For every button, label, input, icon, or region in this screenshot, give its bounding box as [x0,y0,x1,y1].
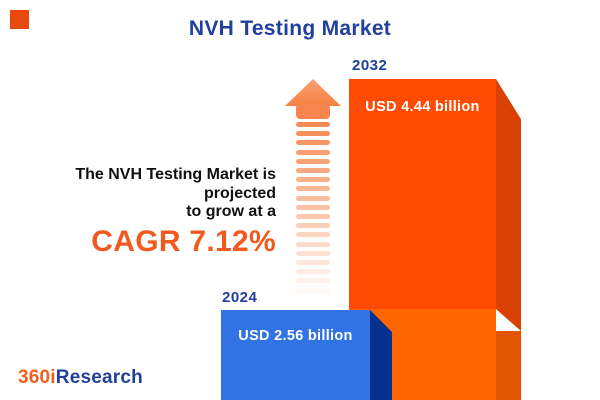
bar-2024-year-label: 2024 [222,289,258,306]
bar-2024-side [370,310,392,400]
arrow-dash [296,278,330,284]
arrow-dash [296,232,330,238]
arrow-neck [296,104,330,119]
arrow-dash [296,131,330,137]
arrow-dash [296,223,330,229]
arrow-dash [296,122,330,127]
brand-logo: 360iResearch [18,367,143,389]
bar-2032-front-upper [349,79,496,309]
annotation-line-1: The NVH Testing Market is projected [75,166,276,202]
logo-research: Research [55,367,143,388]
corner-accent-square [10,10,29,29]
growth-annotation: The NVH Testing Market is projected to g… [0,166,276,259]
arrow-dash [296,269,330,275]
arrow-dash [296,241,330,247]
arrow-dash [296,149,330,155]
logo-360i: 360i [18,367,56,388]
arrow-head-icon [285,79,341,106]
arrow-dash [296,158,330,164]
arrow-dash [296,250,330,256]
arrow-dash [296,260,330,265]
arrow-dash [296,186,330,192]
cagr-value: CAGR 7.12% [91,224,276,258]
bar-2032-value-label: USD 4.44 billion [365,99,480,115]
chart-title: NVH Testing Market [188,17,392,40]
arrow-dash [296,140,330,146]
arrow-dash [296,168,330,173]
bar-2032-side-lower [496,331,521,400]
annotation-line-2: to grow at a [186,203,276,221]
arrow-dash [296,214,330,219]
arrow-dash [296,204,330,210]
growth-arrow-up-icon [285,79,341,299]
bar-2024-value-label: USD 2.56 billion [238,328,353,344]
bar-2032-year-label: 2032 [352,57,388,74]
arrow-dash [296,195,330,201]
arrow-dash [296,177,330,183]
bar-2032-side-upper [496,79,521,331]
arrow-dash [296,287,330,293]
bar-2024-front [221,310,370,400]
